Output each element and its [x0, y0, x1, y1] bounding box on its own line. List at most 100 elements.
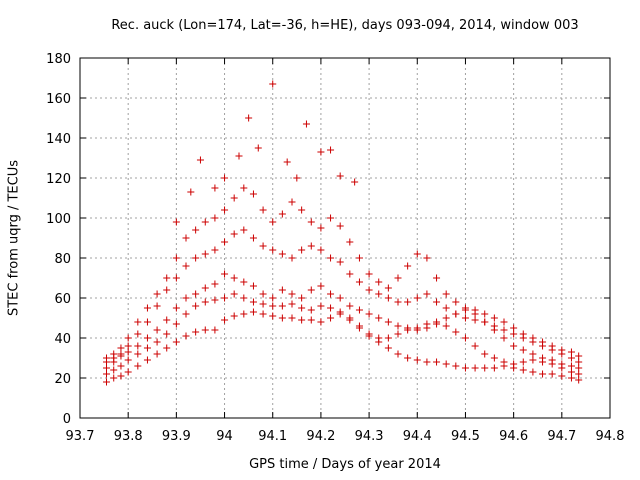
data-point [471, 342, 479, 350]
data-point [192, 290, 200, 298]
y-tick-label: 180 [46, 52, 71, 67]
data-point [211, 184, 219, 192]
data-point [240, 294, 248, 302]
data-point [182, 234, 190, 242]
y-tick-label: 160 [46, 92, 71, 107]
data-point [103, 378, 110, 386]
data-point [201, 218, 209, 226]
data-point [365, 286, 373, 294]
x-tick-label: 94.4 [403, 429, 432, 444]
data-point [278, 314, 286, 322]
data-point [327, 304, 335, 312]
data-point [317, 148, 325, 156]
data-point [336, 172, 344, 180]
data-point [490, 314, 498, 322]
data-point [103, 354, 110, 362]
data-point [288, 290, 296, 298]
data-point [423, 358, 431, 366]
data-point [452, 310, 460, 318]
data-point [269, 218, 277, 226]
data-point [346, 302, 354, 310]
data-point [269, 294, 277, 302]
data-point [230, 290, 238, 298]
data-point [404, 324, 412, 332]
data-point [221, 270, 229, 278]
data-point [201, 326, 209, 334]
x-tick-label: 94.6 [499, 429, 528, 444]
data-point [510, 342, 518, 350]
data-point [346, 238, 354, 246]
data-point [471, 316, 479, 324]
data-point [230, 312, 238, 320]
data-point [249, 298, 257, 306]
data-point [182, 310, 190, 318]
x-tick-label: 94.2 [306, 429, 335, 444]
data-point [558, 346, 566, 354]
data-point [575, 358, 583, 366]
data-point [254, 144, 262, 152]
data-point [117, 372, 125, 380]
data-point [192, 226, 200, 234]
data-point [172, 338, 180, 346]
data-point [230, 230, 238, 238]
data-point [336, 222, 344, 230]
data-point [529, 334, 537, 342]
data-point [124, 342, 132, 350]
data-point [172, 218, 180, 226]
data-point [394, 298, 402, 306]
data-point [384, 284, 392, 292]
data-point [471, 364, 479, 372]
data-point [103, 364, 110, 372]
data-point [307, 242, 315, 250]
data-point [211, 214, 219, 222]
data-point [351, 178, 359, 186]
data-point [134, 362, 142, 370]
data-point [192, 328, 200, 336]
data-point [302, 120, 310, 128]
data-point [298, 294, 306, 302]
data-point [240, 278, 248, 286]
data-point [529, 356, 537, 364]
data-point [442, 360, 450, 368]
data-point [490, 364, 498, 372]
axis-ticks: 93.7 93.8 93.9 94 94.1 94.2 94.3 94.4 94.5 94.6 94… [46, 52, 624, 444]
data-point [259, 206, 267, 214]
data-point [567, 368, 575, 376]
data-point [519, 358, 527, 366]
data-point [529, 368, 537, 376]
data-point [394, 322, 402, 330]
data-point [124, 348, 132, 356]
x-tick-label: 93.7 [66, 429, 95, 444]
data-point [259, 242, 267, 250]
data-point [452, 328, 460, 336]
data-point [278, 286, 286, 294]
data-point [317, 282, 325, 290]
data-point [423, 254, 431, 262]
data-point [283, 158, 291, 166]
data-point [235, 152, 243, 160]
data-point [110, 374, 118, 382]
data-point [221, 206, 229, 214]
data-point [567, 354, 575, 362]
data-point [442, 290, 450, 298]
data-point [539, 354, 547, 362]
data-point [211, 246, 219, 254]
data-point [500, 334, 508, 342]
data-point [117, 350, 125, 358]
y-tick-label: 40 [54, 332, 71, 347]
data-point [124, 334, 132, 342]
data-point [375, 290, 383, 298]
data-point [539, 338, 547, 346]
data-point [317, 224, 325, 232]
data-point [221, 174, 229, 182]
data-point [307, 306, 315, 314]
data-point [245, 114, 253, 122]
data-point [490, 354, 498, 362]
data-point [336, 258, 344, 266]
data-point [269, 80, 277, 88]
data-point [307, 218, 315, 226]
data-point [201, 284, 209, 292]
data-point [519, 366, 527, 374]
data-point [172, 254, 180, 262]
y-tick-label: 120 [46, 172, 71, 187]
